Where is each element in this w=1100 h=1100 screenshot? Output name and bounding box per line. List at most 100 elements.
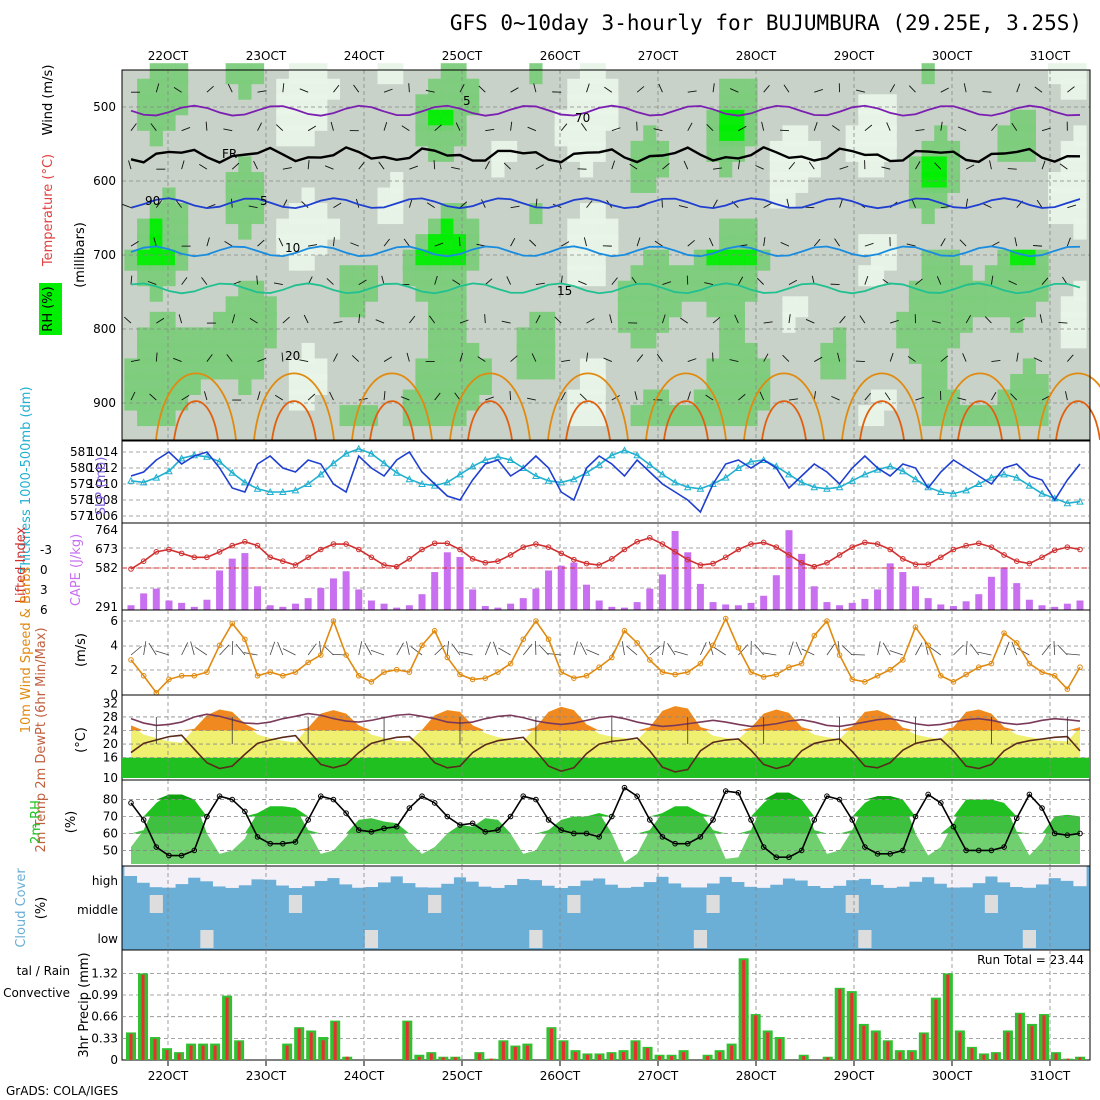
wind-barb xyxy=(326,278,334,285)
footer-credit: GrADS: COLA/IGES xyxy=(6,1084,118,1098)
data-point xyxy=(848,476,857,484)
wind-barb xyxy=(729,359,739,362)
data-point xyxy=(242,538,248,545)
cloud-high-gap xyxy=(921,866,935,878)
wind-barb xyxy=(256,275,258,285)
wind-barb xyxy=(205,121,208,131)
side-label-temperature: Temperature (°C) xyxy=(41,154,56,267)
rh-area-band xyxy=(131,792,1080,834)
wind-barb xyxy=(330,121,334,131)
wind-barb xyxy=(683,160,689,170)
data-point xyxy=(444,654,451,661)
wind-barb xyxy=(704,282,714,286)
temp-area-orange xyxy=(131,706,1080,731)
rh-cell xyxy=(984,296,999,318)
li-tick: 3 xyxy=(40,583,48,597)
rh-cell xyxy=(149,280,163,302)
rh-cell xyxy=(225,203,239,225)
date-label: 28OCT xyxy=(736,1069,777,1083)
data-point xyxy=(710,817,716,823)
data-point xyxy=(1077,546,1083,553)
isotherm-25 xyxy=(173,400,219,441)
precip-conv-bar xyxy=(910,1052,914,1060)
isotherm-20 xyxy=(841,372,923,441)
li-tick: -3 xyxy=(40,543,52,557)
data-point xyxy=(988,544,995,550)
rh-cell xyxy=(415,125,429,147)
wind-barb xyxy=(841,645,853,656)
wind-barb xyxy=(864,275,869,285)
data-point xyxy=(936,487,945,495)
cloud-high-gap xyxy=(175,866,189,885)
data-point xyxy=(1038,489,1046,497)
pressure-label: 900 xyxy=(93,396,116,410)
data-point xyxy=(318,652,324,658)
precip-unit-label: 3hr Precip (mm) xyxy=(77,952,92,1057)
wind-barb xyxy=(713,647,726,656)
cloud-high-gap xyxy=(934,866,948,884)
wind-barb xyxy=(911,199,916,208)
data-point xyxy=(229,542,236,549)
slp-line xyxy=(130,450,1081,514)
chart-title: GFS 0~10day 3-hourly for BUJUMBURA (29.2… xyxy=(450,11,1082,35)
data-point xyxy=(305,817,311,823)
data-point xyxy=(748,541,754,547)
wind-barb xyxy=(128,160,132,170)
wind-barb xyxy=(333,321,343,324)
data-point xyxy=(267,554,273,561)
data-point xyxy=(431,800,438,806)
wind-barb xyxy=(839,165,849,170)
cloud-high-gap xyxy=(845,866,859,881)
data-point xyxy=(482,675,489,681)
isotherm-label: 10 xyxy=(285,241,300,255)
wind-barb xyxy=(890,319,899,324)
wind-barb xyxy=(1016,647,1030,656)
side-label-total: tal / Rain xyxy=(17,964,70,978)
wind-barb xyxy=(477,356,486,362)
cloud-high-gap xyxy=(630,866,644,887)
cape-bar xyxy=(140,593,148,610)
wind-barb xyxy=(712,167,723,170)
cape-bar xyxy=(684,552,692,610)
isotherm-label: 15 xyxy=(557,284,572,298)
rh-cell xyxy=(314,109,328,131)
data-point xyxy=(520,544,527,550)
slp-tick: 1008 xyxy=(87,493,118,507)
wind-barb xyxy=(353,84,360,93)
wind-barb xyxy=(406,352,410,362)
data-point xyxy=(495,669,501,675)
data-point xyxy=(367,449,376,457)
rh-cell xyxy=(339,405,353,427)
wind-barb xyxy=(934,162,942,170)
data-point xyxy=(254,542,261,549)
cloud-high-gap xyxy=(744,866,758,887)
data-point xyxy=(368,828,375,835)
wind-barb xyxy=(522,643,533,656)
wind-barb xyxy=(1041,643,1051,656)
rh-cell xyxy=(440,140,454,162)
rh-cell xyxy=(896,327,910,349)
data-point xyxy=(811,632,818,639)
wind-barb xyxy=(130,391,136,401)
data-point xyxy=(457,546,463,553)
data-point xyxy=(646,657,653,663)
precip-conv-bar xyxy=(766,1032,770,1060)
wind-barb xyxy=(155,200,163,208)
wind-barb xyxy=(531,353,537,362)
precip-conv-bar xyxy=(718,1052,722,1060)
data-point xyxy=(684,669,691,675)
cape-bar xyxy=(709,602,717,610)
cape-bar xyxy=(393,607,401,610)
thickness-tick: 581 xyxy=(70,445,93,459)
rh-cell xyxy=(832,358,847,380)
data-point xyxy=(1001,552,1007,558)
isotherm-label: 5 xyxy=(260,194,268,208)
wind-barb xyxy=(269,641,276,656)
wind-barb xyxy=(583,237,587,247)
precip-conv-bar xyxy=(441,1057,445,1060)
data-point xyxy=(963,542,969,549)
cloud-high-gap xyxy=(643,866,657,883)
wind-barb xyxy=(763,202,772,209)
cape-tick: 582 xyxy=(95,561,118,575)
